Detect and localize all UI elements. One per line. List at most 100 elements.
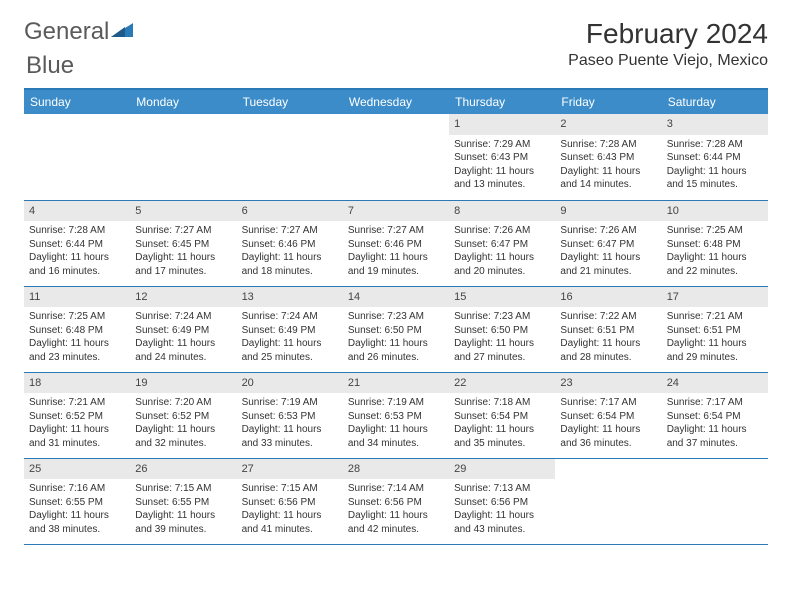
day-number: 18 (24, 373, 130, 394)
day-number: 21 (343, 373, 449, 394)
calendar-day-cell: 26Sunrise: 7:15 AMSunset: 6:55 PMDayligh… (130, 458, 236, 544)
calendar-day-cell: 23Sunrise: 7:17 AMSunset: 6:54 PMDayligh… (555, 372, 661, 458)
calendar-day-cell: 21Sunrise: 7:19 AMSunset: 6:53 PMDayligh… (343, 372, 449, 458)
sunrise-line: Sunrise: 7:15 AM (242, 482, 338, 496)
sunset-line: Sunset: 6:46 PM (242, 238, 338, 252)
daylight-line: Daylight: 11 hours and 42 minutes. (348, 509, 444, 536)
sunset-line: Sunset: 6:50 PM (454, 324, 550, 338)
day-number: 29 (449, 459, 555, 480)
calendar-day-cell: 15Sunrise: 7:23 AMSunset: 6:50 PMDayligh… (449, 286, 555, 372)
brand-word-1: General (24, 18, 109, 46)
calendar-header-cell: Saturday (662, 89, 768, 114)
day-details: Sunrise: 7:17 AMSunset: 6:54 PMDaylight:… (662, 393, 768, 455)
calendar-day-cell: 18Sunrise: 7:21 AMSunset: 6:52 PMDayligh… (24, 372, 130, 458)
daylight-line: Daylight: 11 hours and 33 minutes. (242, 423, 338, 450)
day-details: Sunrise: 7:14 AMSunset: 6:56 PMDaylight:… (343, 479, 449, 541)
sunrise-line: Sunrise: 7:19 AM (242, 396, 338, 410)
day-number: 25 (24, 459, 130, 480)
day-details: Sunrise: 7:21 AMSunset: 6:52 PMDaylight:… (24, 393, 130, 455)
calendar-day-cell: 1Sunrise: 7:29 AMSunset: 6:43 PMDaylight… (449, 114, 555, 200)
calendar-day-cell: 7Sunrise: 7:27 AMSunset: 6:46 PMDaylight… (343, 200, 449, 286)
day-details: Sunrise: 7:24 AMSunset: 6:49 PMDaylight:… (130, 307, 236, 369)
sunset-line: Sunset: 6:45 PM (135, 238, 231, 252)
calendar-day-cell: 16Sunrise: 7:22 AMSunset: 6:51 PMDayligh… (555, 286, 661, 372)
daylight-line: Daylight: 11 hours and 27 minutes. (454, 337, 550, 364)
daylight-line: Daylight: 11 hours and 21 minutes. (560, 251, 656, 278)
day-number: 7 (343, 201, 449, 222)
daylight-line: Daylight: 11 hours and 34 minutes. (348, 423, 444, 450)
day-number: 20 (237, 373, 343, 394)
daylight-line: Daylight: 11 hours and 41 minutes. (242, 509, 338, 536)
calendar-header-row: SundayMondayTuesdayWednesdayThursdayFrid… (24, 89, 768, 114)
sunrise-line: Sunrise: 7:19 AM (348, 396, 444, 410)
day-details: Sunrise: 7:26 AMSunset: 6:47 PMDaylight:… (449, 221, 555, 283)
day-details: Sunrise: 7:25 AMSunset: 6:48 PMDaylight:… (662, 221, 768, 283)
day-number: 11 (24, 287, 130, 308)
daylight-line: Daylight: 11 hours and 14 minutes. (560, 165, 656, 192)
calendar-day-cell: 8Sunrise: 7:26 AMSunset: 6:47 PMDaylight… (449, 200, 555, 286)
day-number: 3 (662, 114, 768, 135)
sunrise-line: Sunrise: 7:29 AM (454, 138, 550, 152)
day-number: 9 (555, 201, 661, 222)
calendar-day-cell: 4Sunrise: 7:28 AMSunset: 6:44 PMDaylight… (24, 200, 130, 286)
calendar-empty-cell (343, 114, 449, 200)
calendar-day-cell: 28Sunrise: 7:14 AMSunset: 6:56 PMDayligh… (343, 458, 449, 544)
day-details: Sunrise: 7:26 AMSunset: 6:47 PMDaylight:… (555, 221, 661, 283)
sunset-line: Sunset: 6:47 PM (560, 238, 656, 252)
day-number: 12 (130, 287, 236, 308)
day-number: 5 (130, 201, 236, 222)
sunrise-line: Sunrise: 7:21 AM (29, 396, 125, 410)
sunset-line: Sunset: 6:53 PM (348, 410, 444, 424)
day-details: Sunrise: 7:16 AMSunset: 6:55 PMDaylight:… (24, 479, 130, 541)
day-number: 16 (555, 287, 661, 308)
calendar-day-cell: 9Sunrise: 7:26 AMSunset: 6:47 PMDaylight… (555, 200, 661, 286)
page-subtitle: Paseo Puente Viejo, Mexico (568, 52, 768, 70)
daylight-line: Daylight: 11 hours and 13 minutes. (454, 165, 550, 192)
day-number: 2 (555, 114, 661, 135)
sunset-line: Sunset: 6:55 PM (29, 496, 125, 510)
sunrise-line: Sunrise: 7:25 AM (29, 310, 125, 324)
day-details: Sunrise: 7:17 AMSunset: 6:54 PMDaylight:… (555, 393, 661, 455)
day-details: Sunrise: 7:28 AMSunset: 6:44 PMDaylight:… (24, 221, 130, 283)
day-details: Sunrise: 7:21 AMSunset: 6:51 PMDaylight:… (662, 307, 768, 369)
daylight-line: Daylight: 11 hours and 23 minutes. (29, 337, 125, 364)
sunset-line: Sunset: 6:54 PM (560, 410, 656, 424)
daylight-line: Daylight: 11 hours and 18 minutes. (242, 251, 338, 278)
sunrise-line: Sunrise: 7:17 AM (560, 396, 656, 410)
day-number: 24 (662, 373, 768, 394)
sunset-line: Sunset: 6:51 PM (667, 324, 763, 338)
calendar-empty-cell (237, 114, 343, 200)
sunset-line: Sunset: 6:49 PM (135, 324, 231, 338)
day-number: 19 (130, 373, 236, 394)
daylight-line: Daylight: 11 hours and 26 minutes. (348, 337, 444, 364)
calendar-day-cell: 19Sunrise: 7:20 AMSunset: 6:52 PMDayligh… (130, 372, 236, 458)
sunrise-line: Sunrise: 7:22 AM (560, 310, 656, 324)
day-details: Sunrise: 7:19 AMSunset: 6:53 PMDaylight:… (237, 393, 343, 455)
calendar-empty-cell (555, 458, 661, 544)
day-number: 13 (237, 287, 343, 308)
sunset-line: Sunset: 6:48 PM (667, 238, 763, 252)
day-details: Sunrise: 7:29 AMSunset: 6:43 PMDaylight:… (449, 135, 555, 197)
calendar-row: 1Sunrise: 7:29 AMSunset: 6:43 PMDaylight… (24, 114, 768, 200)
day-details: Sunrise: 7:19 AMSunset: 6:53 PMDaylight:… (343, 393, 449, 455)
sunrise-line: Sunrise: 7:16 AM (29, 482, 125, 496)
day-number: 23 (555, 373, 661, 394)
sunset-line: Sunset: 6:54 PM (454, 410, 550, 424)
calendar-empty-cell (130, 114, 236, 200)
sunrise-line: Sunrise: 7:14 AM (348, 482, 444, 496)
sunrise-line: Sunrise: 7:15 AM (135, 482, 231, 496)
daylight-line: Daylight: 11 hours and 38 minutes. (29, 509, 125, 536)
calendar-day-cell: 10Sunrise: 7:25 AMSunset: 6:48 PMDayligh… (662, 200, 768, 286)
calendar-row: 18Sunrise: 7:21 AMSunset: 6:52 PMDayligh… (24, 372, 768, 458)
sunrise-line: Sunrise: 7:21 AM (667, 310, 763, 324)
day-details: Sunrise: 7:18 AMSunset: 6:54 PMDaylight:… (449, 393, 555, 455)
day-details: Sunrise: 7:23 AMSunset: 6:50 PMDaylight:… (449, 307, 555, 369)
day-number: 8 (449, 201, 555, 222)
calendar-header-cell: Sunday (24, 89, 130, 114)
sunrise-line: Sunrise: 7:26 AM (454, 224, 550, 238)
sunrise-line: Sunrise: 7:17 AM (667, 396, 763, 410)
calendar-day-cell: 22Sunrise: 7:18 AMSunset: 6:54 PMDayligh… (449, 372, 555, 458)
calendar-day-cell: 20Sunrise: 7:19 AMSunset: 6:53 PMDayligh… (237, 372, 343, 458)
daylight-line: Daylight: 11 hours and 28 minutes. (560, 337, 656, 364)
calendar-header-cell: Tuesday (237, 89, 343, 114)
